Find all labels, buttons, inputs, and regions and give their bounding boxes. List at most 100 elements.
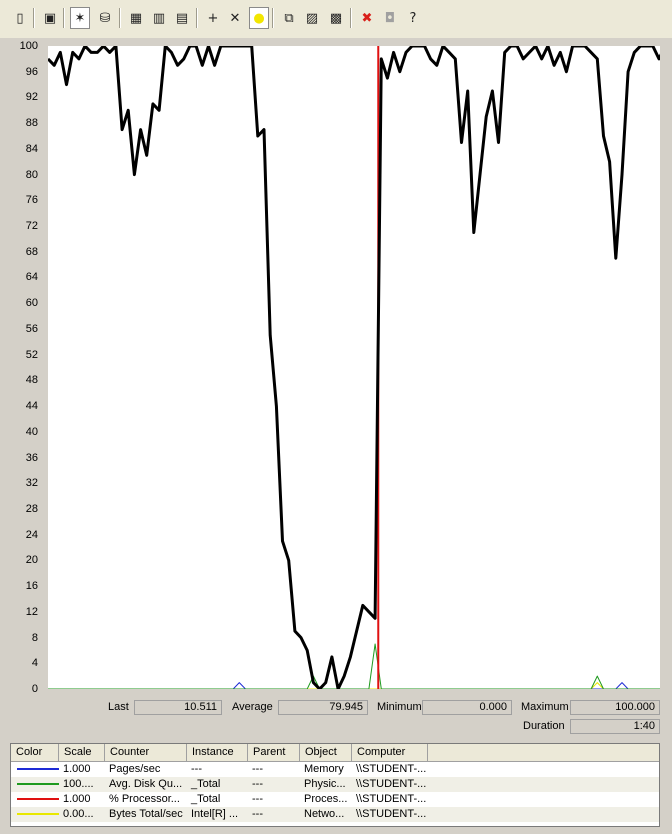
- y-tick-label: 88: [25, 117, 38, 130]
- y-tick-label: 60: [25, 297, 38, 310]
- paste-counter-list-icon: ▨: [305, 10, 319, 26]
- freeze-display-icon: ✖: [361, 10, 373, 26]
- legend-scale-cell: 100....: [63, 778, 94, 790]
- y-tick-label: 72: [25, 220, 38, 233]
- y-tick-label: 32: [25, 477, 38, 490]
- legend-parent-cell: ---: [252, 808, 263, 820]
- new-counter-set-button[interactable]: ▯: [10, 7, 30, 29]
- freeze-display-button[interactable]: ✖: [357, 7, 377, 29]
- toolbar-separator: [119, 8, 121, 28]
- add-counter-icon: +: [207, 10, 219, 26]
- update-data-button[interactable]: ◘: [380, 7, 400, 29]
- y-tick-label: 40: [25, 425, 38, 438]
- legend-header: Color Scale Counter Instance Parent Obje…: [11, 744, 659, 762]
- y-tick-label: 64: [25, 271, 38, 284]
- copy-properties-icon: ⧉: [284, 10, 294, 26]
- legend-color-cell: [11, 807, 59, 822]
- y-tick-label: 68: [25, 245, 38, 258]
- toolbar-separator: [272, 8, 274, 28]
- clear-display-button[interactable]: ▣: [40, 7, 60, 29]
- legend-instance-cell: Intel[R] ...: [191, 808, 239, 820]
- view-histogram-icon: ▥: [152, 10, 166, 26]
- legend-scale-cell: 1.000: [63, 763, 91, 775]
- toolbar-separator: [63, 8, 65, 28]
- color-swatch: [17, 783, 59, 786]
- view-current-activity-icon: ✶: [74, 10, 86, 26]
- column-header-parent[interactable]: Parent: [248, 744, 300, 761]
- average-label: Average: [232, 701, 273, 713]
- add-counter-button[interactable]: +: [203, 7, 223, 29]
- legend-row[interactable]: 0.00... Bytes Total/sec Intel[R] ... --- Net…: [11, 807, 659, 822]
- legend-instance-cell: _Total: [191, 778, 221, 790]
- legend-row[interactable]: 1.000 % Processor... _Total --- Proces... \\S…: [11, 792, 659, 807]
- y-tick-label: 96: [25, 65, 38, 78]
- legend-parent-cell: ---: [252, 793, 263, 805]
- view-report-icon: ▤: [175, 10, 189, 26]
- legend-object-cell: Proces...: [304, 793, 348, 805]
- copy-properties-button[interactable]: ⧉: [279, 7, 299, 29]
- legend-parent-cell: ---: [252, 763, 263, 775]
- y-tick-label: 12: [25, 605, 38, 618]
- color-swatch: [17, 798, 59, 801]
- column-header-computer[interactable]: Computer: [352, 744, 428, 761]
- y-tick-label: 4: [31, 657, 38, 670]
- legend-counter-cell: Pages/sec: [109, 763, 161, 775]
- legend-scale-cell: 0.00...: [63, 808, 94, 820]
- paste-counter-list-button[interactable]: ▨: [302, 7, 322, 29]
- help-button[interactable]: ?: [403, 7, 423, 29]
- legend-row[interactable]: 100.... Avg. Disk Qu... _Total --- Physic...…: [11, 777, 659, 792]
- column-header-scale[interactable]: Scale: [59, 744, 105, 761]
- y-tick-label: 20: [25, 554, 38, 567]
- legend-color-cell: [11, 777, 59, 792]
- series-line-processor-time: [48, 46, 660, 689]
- legend-computer-cell: \\STUDENT-...: [356, 808, 427, 820]
- graph-area: 100 96 92 88 84 80 76 72 68 64 60 56 52 48 44 40 36 32 28 2…: [0, 38, 672, 695]
- properties-button[interactable]: ▩: [326, 7, 346, 29]
- delete-counter-icon: ✕: [229, 10, 241, 26]
- minimum-value: 0.000: [422, 700, 512, 715]
- y-tick-label: 24: [25, 528, 38, 541]
- legend-computer-cell: \\STUDENT-...: [356, 793, 427, 805]
- statistics-bar: Last 10.511 Average 79.945 Minimum 0.000…: [0, 694, 672, 740]
- counter-legend[interactable]: Color Scale Counter Instance Parent Obje…: [10, 743, 660, 827]
- column-header-object[interactable]: Object: [300, 744, 352, 761]
- last-value: 10.511: [134, 700, 222, 715]
- last-label: Last: [108, 701, 129, 713]
- view-graph-button[interactable]: ▦: [126, 7, 146, 29]
- clear-display-icon: ▣: [43, 10, 57, 26]
- new-counter-set-icon: ▯: [16, 10, 24, 26]
- minimum-label: Minimum: [377, 701, 422, 713]
- y-tick-label: 36: [25, 451, 38, 464]
- help-icon: ?: [409, 10, 417, 26]
- column-header-filler: [428, 744, 659, 761]
- delete-counter-button[interactable]: ✕: [225, 7, 245, 29]
- legend-object-cell: Physic...: [304, 778, 346, 790]
- y-tick-label: 80: [25, 168, 38, 181]
- line-chart: [48, 46, 660, 689]
- y-tick-label: 8: [31, 631, 38, 644]
- toolbar-separator: [33, 8, 35, 28]
- column-header-instance[interactable]: Instance: [187, 744, 248, 761]
- view-current-activity-button[interactable]: ✶: [70, 7, 90, 29]
- y-tick-label: 44: [25, 400, 38, 413]
- view-log-data-button[interactable]: ⛁: [95, 7, 115, 29]
- color-swatch: [17, 768, 59, 771]
- y-tick-label: 56: [25, 322, 38, 335]
- view-report-button[interactable]: ▤: [172, 7, 192, 29]
- column-header-counter[interactable]: Counter: [105, 744, 187, 761]
- toolbar: ▯ ▣ ✶ ⛁ ▦ ▥ ▤ + ✕ ● ⧉ ▨ ▩ ✖ ◘?: [0, 0, 672, 39]
- y-tick-label: 76: [25, 194, 38, 207]
- legend-instance-cell: _Total: [191, 793, 221, 805]
- color-swatch: [17, 813, 59, 816]
- legend-rows: 1.000 Pages/sec --- --- Memory \\STUDENT-... 1…: [11, 762, 659, 822]
- y-tick-label: 92: [25, 91, 38, 104]
- legend-color-cell: [11, 792, 59, 807]
- series-line-disk-queue: [48, 643, 660, 689]
- update-data-icon: ◘: [384, 10, 396, 26]
- view-graph-icon: ▦: [129, 10, 143, 26]
- highlight-button[interactable]: ●: [249, 7, 269, 29]
- view-histogram-button[interactable]: ▥: [149, 7, 169, 29]
- column-header-color[interactable]: Color: [11, 744, 59, 761]
- y-tick-label: 16: [25, 580, 38, 593]
- legend-row[interactable]: 1.000 Pages/sec --- --- Memory \\STUDENT-...: [11, 762, 659, 777]
